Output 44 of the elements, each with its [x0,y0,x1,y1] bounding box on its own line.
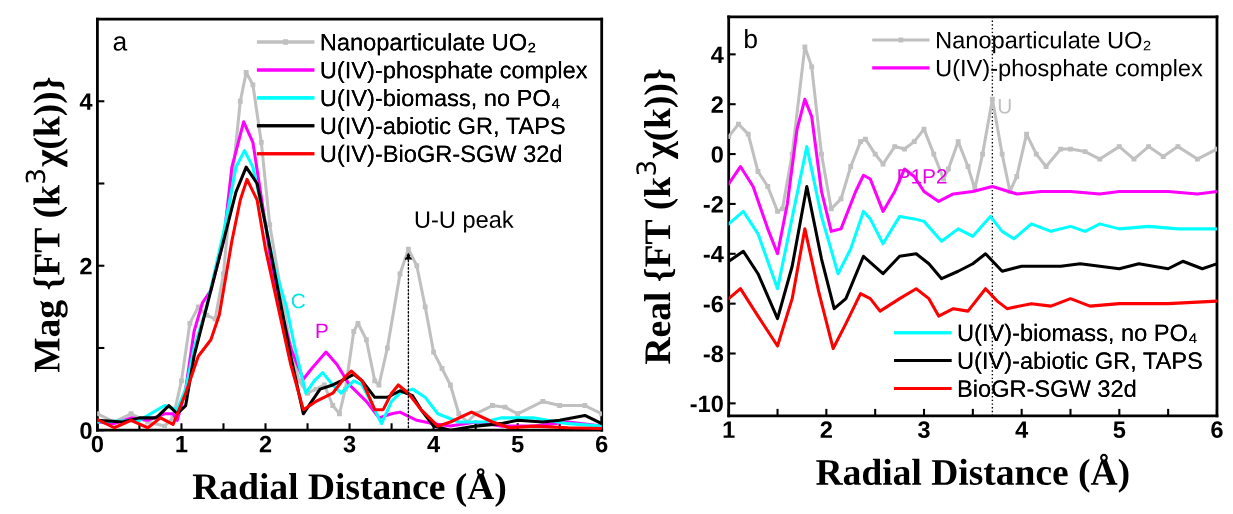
legend-label: U(IV)-phosphate complex [321,61,588,84]
legend-label: U(IV)-abiotic GR, TAPS [958,351,1202,374]
x-tick-label: 6 [1211,421,1223,439]
x-axis-title: Radial Distance (Å) [192,468,506,508]
legend-label: BioGR-SGW 32d [958,379,1136,397]
x-tick-label: 6 [596,435,608,453]
annotation: a [113,36,128,51]
annotation: P2 [923,168,947,184]
x-tick-label: 5 [1113,421,1126,439]
y-axis-title: Real {FT (k$^{3}$χ(k))} [636,69,679,364]
y-tick-label: 4 [79,93,93,110]
y-tick-label: 4 [711,46,724,63]
y-tick-label: -10 [690,395,723,413]
legend-label: U(IV)-BioGR-SGW 32d [321,144,562,167]
x-tick-label: 2 [820,421,832,438]
x-axis-title: Radial Distance (Å) [816,453,1129,493]
y-tick-label: -8 [703,345,724,363]
x-tick-label: 1 [723,421,735,438]
x-tick-label: 3 [917,421,930,439]
x-tick-label: 0 [91,435,104,453]
legend-label: U(IV)-biomass, no PO₄ [958,323,1197,346]
x-tick-label: 4 [427,435,441,453]
y-tick-label: -2 [703,196,723,213]
y-axis-title: Mag {FT (k$^{3}$χ(k))} [25,77,68,373]
x-tick-label: 3 [343,435,356,453]
y-tick-label: 0 [711,146,723,163]
legend-label: U(IV)-phosphate complex [936,59,1203,82]
legend-label: Nanoparticulate UO₂ [937,31,1151,54]
annotation: P [316,323,328,339]
annotation: C [291,293,305,309]
x-tick-label: 4 [1015,421,1029,438]
y-tick-label: 2 [80,257,92,275]
y-tick-label: -6 [703,295,723,313]
x-tick-label: 1 [176,435,188,453]
x-tick-label: 2 [259,435,272,453]
x-tick-label: 5 [511,435,524,453]
legend-label: Nanoparticulate UO₂ [321,33,536,56]
y-tick-label: 2 [711,96,723,113]
annotation: b [745,28,757,49]
y-tick-label: -4 [703,246,724,263]
legend-label: U(IV)-biomass, no PO₄ [321,89,560,112]
annotation: U-U peak [415,210,514,233]
annotation: U [998,99,1011,114]
legend-label: U(IV)-abiotic GR, TAPS [321,116,565,139]
